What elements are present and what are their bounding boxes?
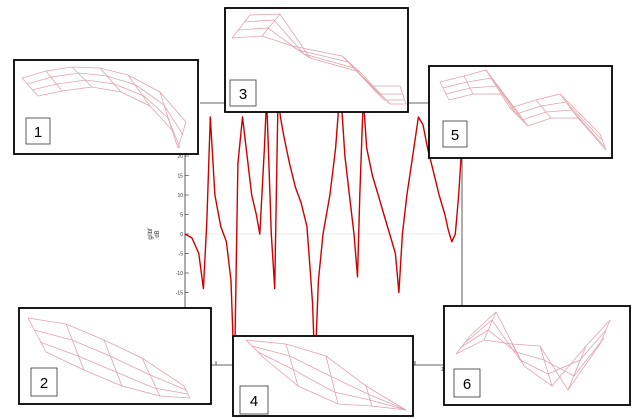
- mode-shape-3-number-box: [229, 79, 257, 107]
- x-tick-label-partial: 1: [441, 367, 444, 373]
- mode-shape-2-mesh: [27, 317, 191, 399]
- mode-shape-4-box: 4: [232, 335, 414, 417]
- mode-shape-1-mesh: [21, 66, 187, 149]
- mode-shape-5-number: 5: [451, 127, 459, 144]
- y-tick-label: -15: [176, 290, 183, 296]
- y-axis-title: g/lbf dB: [148, 228, 161, 240]
- mode-shape-2-box: 2: [18, 307, 212, 405]
- mode-shape-2-number-box: [30, 367, 58, 397]
- y-tick-label: 5: [180, 212, 183, 218]
- mode-shape-4-number-box: [239, 385, 269, 415]
- mode-shape-3-box: 3: [224, 7, 409, 113]
- mode-shape-6-number: 6: [463, 376, 471, 393]
- mode-shape-5-mesh: [439, 69, 607, 151]
- mode-shape-6-number-box: [453, 368, 481, 398]
- mode-shape-4-mesh: [245, 339, 407, 411]
- y-axis-title-line-1: g/lbf: [148, 228, 154, 240]
- mode-shape-3-number: 3: [239, 86, 247, 103]
- y-tick-label: -5: [179, 251, 184, 257]
- y-tick-label: 15: [177, 173, 183, 179]
- mode-shape-1-box: 1: [13, 59, 199, 155]
- y-axis-title-line-2: dB: [155, 230, 161, 237]
- y-tick-label: 20: [177, 154, 183, 160]
- mode-shape-1-number-box: [25, 117, 51, 145]
- mode-shape-2-number: 2: [40, 375, 48, 392]
- mode-shape-5-number-box: [442, 120, 468, 148]
- mode-shape-3-mesh: [231, 13, 407, 105]
- mode-shape-1-number: 1: [34, 124, 42, 141]
- mode-shape-4-number: 4: [250, 393, 258, 410]
- y-tick-label: 0: [180, 232, 183, 238]
- mode-shape-6-box: 6: [443, 305, 631, 406]
- frf-curve: [184, 85, 463, 379]
- mode-shape-6-mesh: [455, 311, 611, 391]
- mode-shape-5-box: 5: [428, 65, 613, 159]
- y-tick-label: -10: [176, 271, 183, 277]
- y-tick-label: 10: [177, 193, 183, 199]
